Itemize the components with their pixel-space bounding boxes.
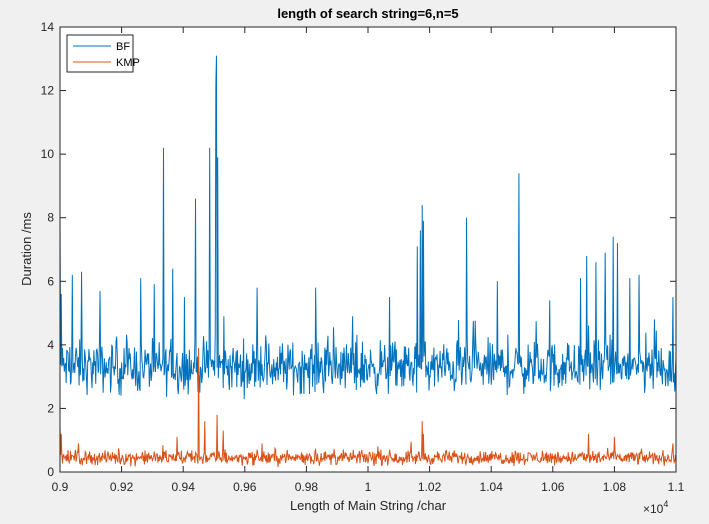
- chart-title: length of search string=6,n=5: [277, 6, 458, 21]
- x-tick-label: 1: [365, 480, 372, 494]
- x-tick-label: 0.96: [233, 480, 257, 494]
- legend-label-kmp: KMP: [116, 57, 140, 69]
- legend-label-bf: BF: [116, 41, 130, 53]
- legend[interactable]: BF KMP: [66, 34, 140, 73]
- ticks-layer: 0.9 0.92 0.94 0.96 0.98 1 1.02 1.04 1.06 1.08 1.1 0…: [41, 20, 685, 494]
- y-axis-label: Duration /ms: [19, 212, 34, 286]
- y-tick-label: 14: [41, 20, 55, 34]
- x-tick-label: 0.92: [110, 480, 134, 494]
- axes-background: [60, 27, 676, 472]
- x-tick-label: 1.1: [668, 480, 685, 494]
- x-exponent-power: 4: [663, 499, 668, 509]
- x-axis-exponent: ×104: [643, 499, 668, 516]
- x-axis-label: Length of Main String /char: [290, 498, 447, 513]
- x-tick-label: 0.94: [172, 480, 196, 494]
- series-line-bf: [59, 55, 677, 400]
- y-tick-label: 0: [47, 465, 54, 479]
- y-tick-label: 12: [41, 84, 55, 98]
- x-exponent-base: ×10: [643, 502, 664, 516]
- series-line-kmp: [59, 348, 677, 467]
- legend-box: [66, 34, 134, 73]
- x-tick-label: 0.9: [52, 480, 69, 494]
- y-tick-label: 2: [47, 401, 54, 415]
- series-layer: [59, 55, 677, 467]
- x-tick-label: 1.02: [418, 480, 442, 494]
- y-tick-label: 10: [41, 147, 55, 161]
- x-tick-label: 0.98: [295, 480, 319, 494]
- y-tick-label: 8: [47, 211, 54, 225]
- x-tick-label: 1.08: [603, 480, 627, 494]
- x-tick-label: 1.04: [480, 480, 504, 494]
- y-tick-label: 4: [47, 338, 54, 352]
- y-tick-label: 6: [47, 274, 54, 288]
- x-tick-label: 1.06: [541, 480, 565, 494]
